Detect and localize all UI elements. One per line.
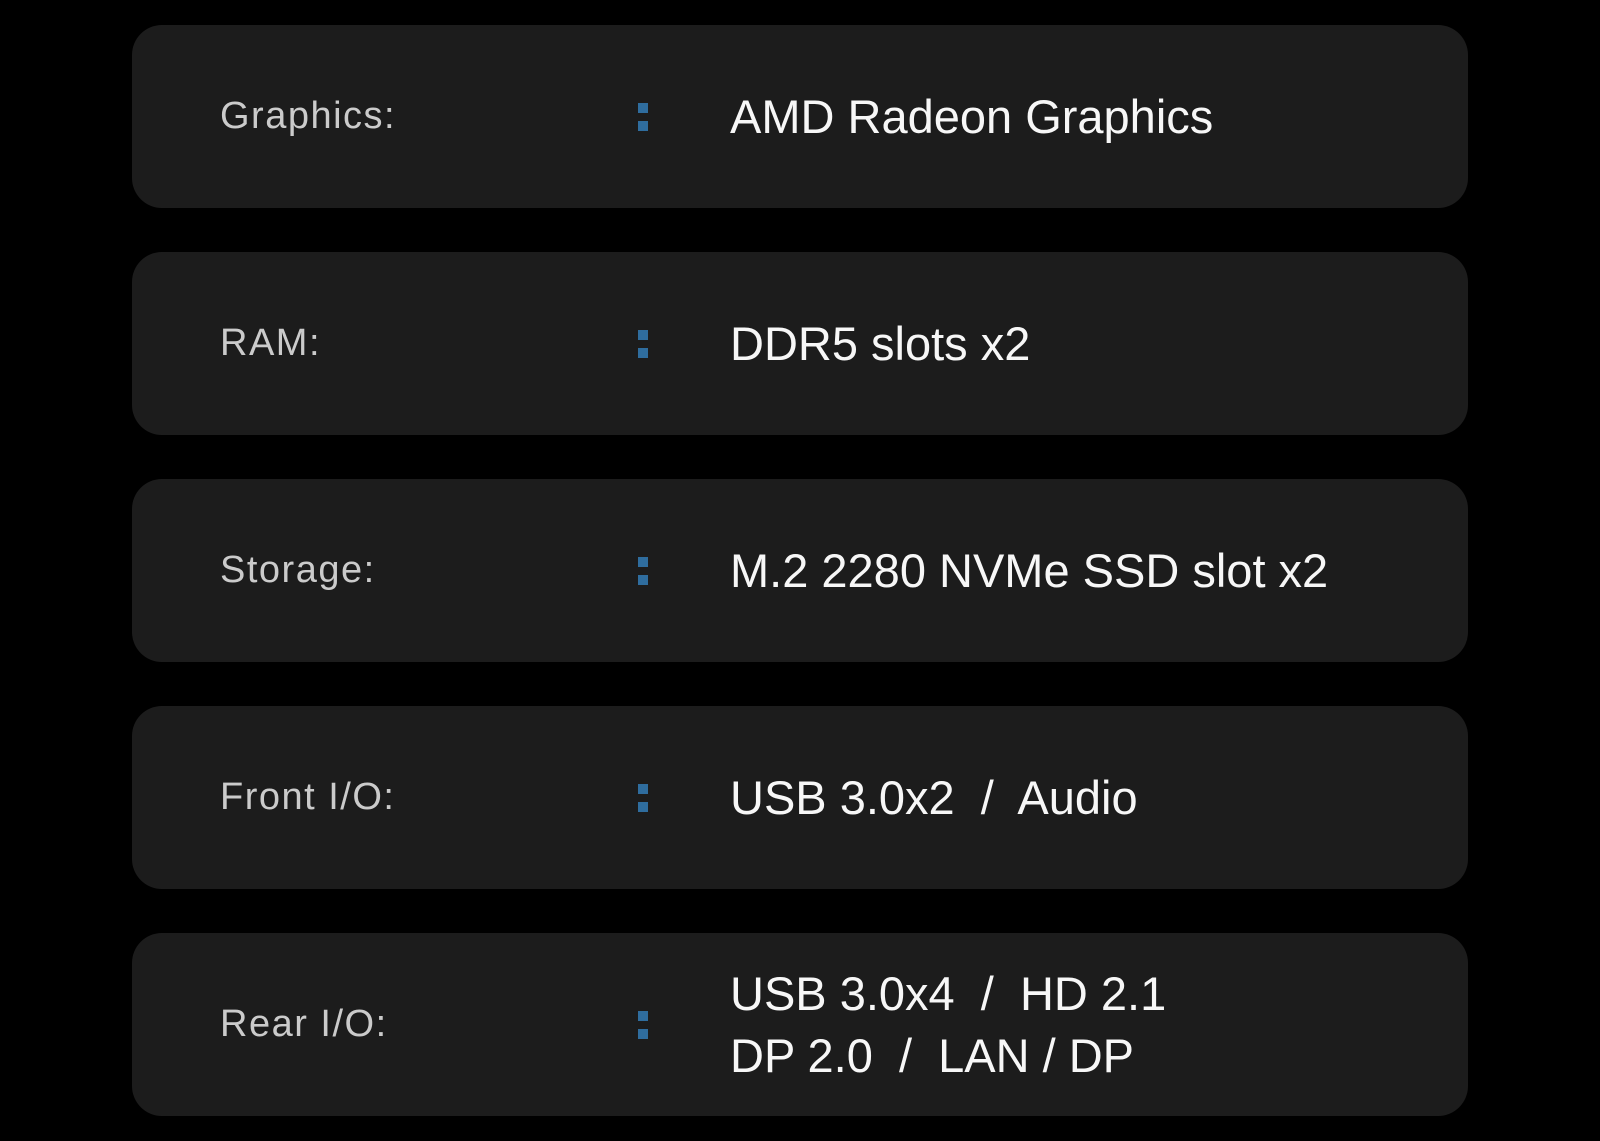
spec-value-line: M.2 2280 NVMe SSD slot x2	[730, 543, 1329, 597]
colon-dot-top	[638, 556, 648, 567]
colon-dot-bottom	[638, 120, 648, 131]
colon-separator-icon	[638, 556, 730, 585]
spec-value-line: DP 2.0 / LAN / DP	[730, 1028, 1135, 1082]
spec-row-storage: Storage: M.2 2280 NVMe SSD slot x2	[132, 479, 1468, 662]
spec-label: Front I/O:	[220, 776, 396, 818]
spec-value: AMD Radeon Graphics	[730, 86, 1468, 148]
colon-dot-top	[638, 102, 648, 113]
spec-value: DDR5 slots x2	[730, 313, 1468, 375]
colon-separator-icon	[638, 783, 730, 812]
spec-label: RAM:	[220, 322, 321, 364]
spec-label: Graphics:	[220, 95, 397, 137]
spec-value-line: USB 3.0x2 / Audio	[730, 770, 1138, 824]
spec-value: USB 3.0x4 / HD 2.1 DP 2.0 / LAN / DP	[730, 963, 1468, 1087]
spec-row-front-io: Front I/O: USB 3.0x2 / Audio	[132, 706, 1468, 889]
spec-value-line: DDR5 slots x2	[730, 316, 1031, 370]
spec-value-line: USB 3.0x4 / HD 2.1	[730, 966, 1167, 1020]
colon-dot-bottom	[638, 574, 648, 585]
colon-dot-top	[638, 1010, 648, 1021]
spec-value: M.2 2280 NVMe SSD slot x2	[730, 540, 1468, 602]
colon-dot-top	[638, 783, 648, 794]
spec-label: Storage:	[220, 549, 376, 591]
colon-separator-icon	[638, 1010, 730, 1039]
colon-separator-icon	[638, 329, 730, 358]
colon-separator-icon	[638, 102, 730, 131]
colon-dot-bottom	[638, 347, 648, 358]
spec-value: USB 3.0x2 / Audio	[730, 767, 1468, 829]
spec-label: Rear I/O:	[220, 1003, 388, 1045]
colon-dot-top	[638, 329, 648, 340]
spec-value-line: AMD Radeon Graphics	[730, 89, 1214, 143]
spec-row-graphics: Graphics: AMD Radeon Graphics	[132, 25, 1468, 208]
colon-dot-bottom	[638, 1028, 648, 1039]
colon-dot-bottom	[638, 801, 648, 812]
spec-rows-list: Graphics: AMD Radeon Graphics RAM: DDR5 …	[132, 25, 1468, 1116]
spec-row-ram: RAM: DDR5 slots x2	[132, 252, 1468, 435]
spec-row-rear-io: Rear I/O: USB 3.0x4 / HD 2.1 DP 2.0 / LAN…	[132, 933, 1468, 1116]
